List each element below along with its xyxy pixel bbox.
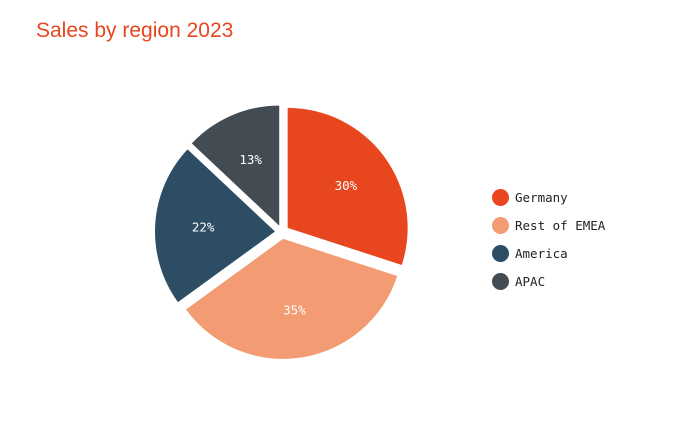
legend-label: APAC [515, 273, 546, 289]
legend-swatch [492, 216, 509, 234]
pie-slice-germany [287, 107, 408, 265]
slice-value-label: 22% [192, 220, 215, 235]
legend-swatch [492, 272, 509, 290]
slice-value-label: 13% [239, 152, 262, 167]
pie-slice-apac [191, 105, 280, 226]
slice-value-label: 30% [335, 178, 358, 193]
legend-label: Germany [515, 189, 568, 205]
legend-swatch [492, 244, 509, 262]
legend-label: America [515, 245, 568, 261]
legend-item-america: America [492, 239, 605, 267]
slice-value-label: 35% [283, 303, 306, 318]
legend-item-germany: Germany [492, 183, 605, 211]
chart-title: Sales by region 2023 [36, 19, 234, 42]
legend-item-rest-of-emea: Rest of EMEA [492, 211, 605, 239]
legend-item-apac: APAC [492, 267, 605, 295]
legend: Germany Rest of EMEA America APAC [492, 183, 605, 295]
pie-slice-rest-of-emea [186, 238, 398, 359]
pie-slice-america [155, 149, 276, 303]
legend-label: Rest of EMEA [515, 217, 606, 233]
legend-swatch [492, 188, 509, 206]
